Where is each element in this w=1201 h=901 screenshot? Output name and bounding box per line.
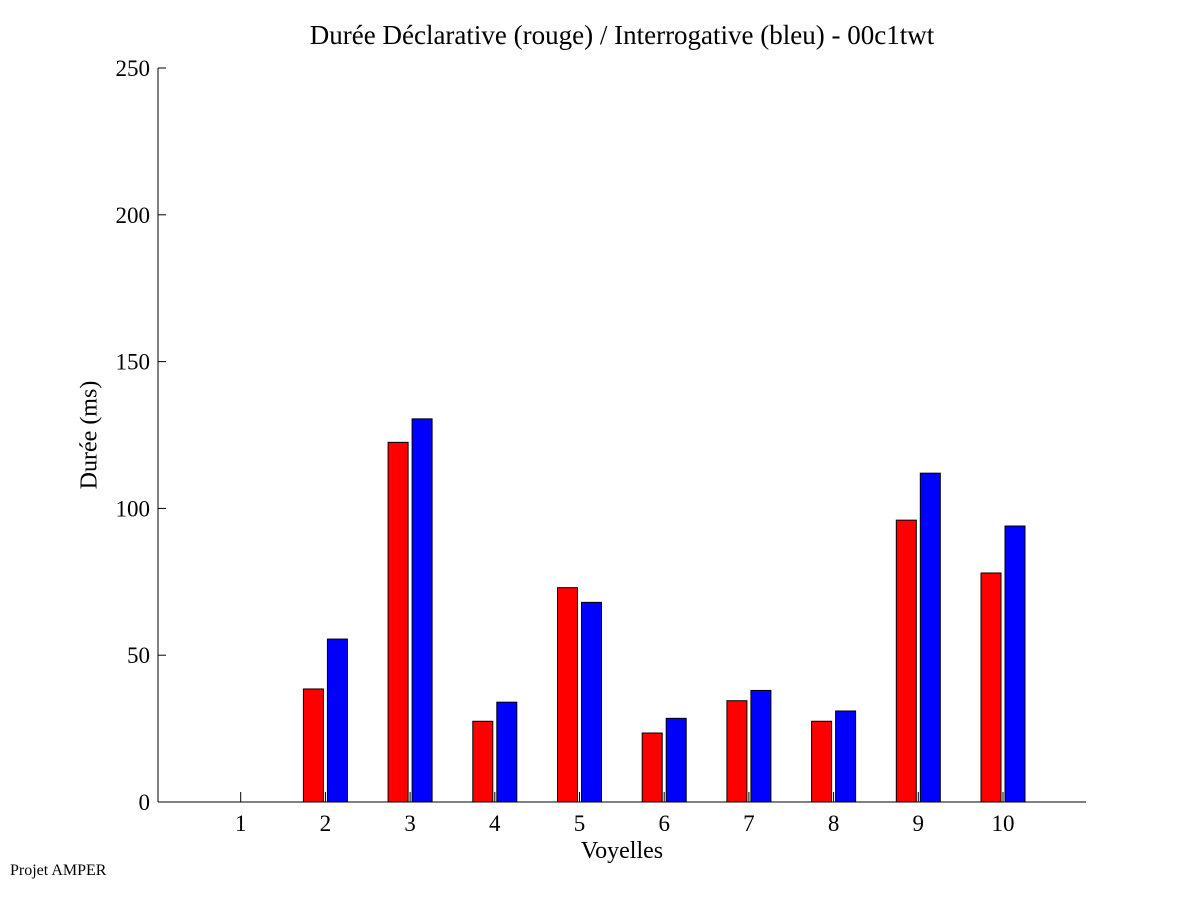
x-tick-label: 6: [658, 811, 670, 836]
x-tick-label: 4: [489, 811, 501, 836]
bar-blue: [496, 701, 518, 803]
y-tick-label: 150: [116, 350, 151, 375]
x-tick-label: 10: [992, 811, 1015, 836]
y-tick-label: 50: [127, 643, 150, 668]
bar-red: [811, 720, 833, 803]
bar-red: [895, 519, 917, 803]
bar-red: [726, 700, 748, 803]
bar-blue: [326, 638, 348, 803]
y-tick-label: 200: [116, 203, 151, 228]
bar-blue: [665, 717, 687, 803]
bar-blue: [919, 472, 941, 803]
bar-red: [472, 720, 494, 803]
bar-red: [557, 587, 578, 803]
bar-blue: [750, 689, 772, 803]
bar-blue: [411, 418, 433, 803]
x-tick-label: 1: [235, 811, 247, 836]
bar-blue: [581, 601, 602, 803]
x-tick-label: 3: [404, 811, 416, 836]
bar-red: [387, 441, 409, 803]
bar-red: [980, 572, 1002, 803]
y-tick-label: 100: [116, 496, 151, 521]
x-tick-label: 2: [320, 811, 332, 836]
x-tick-label: 9: [913, 811, 925, 836]
chart-title: Durée Déclarative (rouge) / Interrogativ…: [309, 20, 935, 50]
x-tick-label: 8: [828, 811, 840, 836]
bar-red: [302, 688, 324, 803]
bar-blue: [835, 710, 857, 803]
x-axis-label: Voyelles: [580, 838, 664, 864]
bar-blue: [1004, 525, 1026, 803]
y-tick-label: 0: [139, 790, 151, 815]
x-tick-label: 5: [574, 811, 586, 836]
bar-red: [641, 732, 663, 803]
x-tick-label: 7: [743, 811, 755, 836]
footer-note: Projet AMPER: [10, 862, 107, 879]
y-tick-label: 250: [116, 56, 151, 81]
